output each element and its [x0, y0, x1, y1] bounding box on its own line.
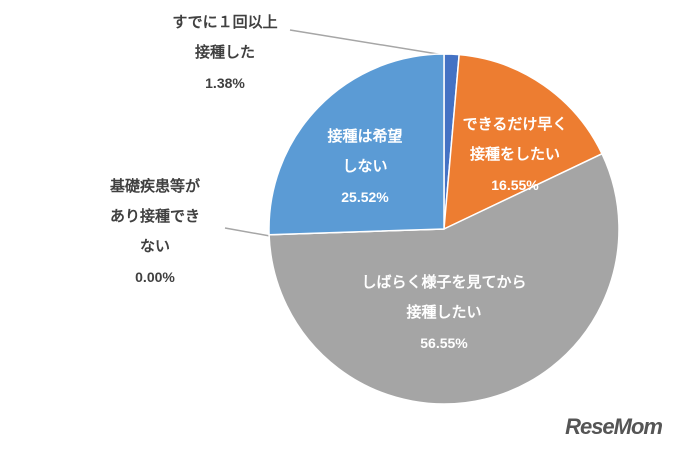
- category-label: 基礎疾患等が あり接種でき ない: [109, 178, 201, 255]
- slice-label: しばらく様子を見てから 接種したい 56.55%: [361, 268, 526, 358]
- pie-slice: [268, 152, 620, 405]
- leader-line: [224, 227, 271, 237]
- category-label: すでに１回以上 接種した: [172, 14, 278, 61]
- watermark: ReseMom: [565, 414, 663, 439]
- slice-label: 接種は希望 しない 25.52%: [327, 122, 402, 212]
- value-label: 0.00%: [135, 269, 175, 285]
- category-label: できるだけ早く 接種をしたい: [462, 116, 568, 163]
- value-label: 16.55%: [491, 177, 539, 193]
- pie-slice: [443, 53, 604, 231]
- value-label: 25.52%: [341, 189, 389, 205]
- slice-label: 基礎疾患等が あり接種でき ない 0.00%: [110, 172, 200, 292]
- pie-slice: [268, 53, 445, 236]
- slice-label: すでに１回以上 接種した 1.38%: [172, 8, 277, 98]
- category-label: しばらく様子を見てから 接種したい: [361, 274, 527, 321]
- value-label: 56.55%: [420, 335, 468, 351]
- category-label: 接種は希望 しない: [327, 128, 403, 175]
- value-label: 1.38%: [205, 75, 245, 91]
- leader-line: [289, 29, 451, 57]
- slice-label: できるだけ早く 接種をしたい 16.55%: [463, 110, 568, 200]
